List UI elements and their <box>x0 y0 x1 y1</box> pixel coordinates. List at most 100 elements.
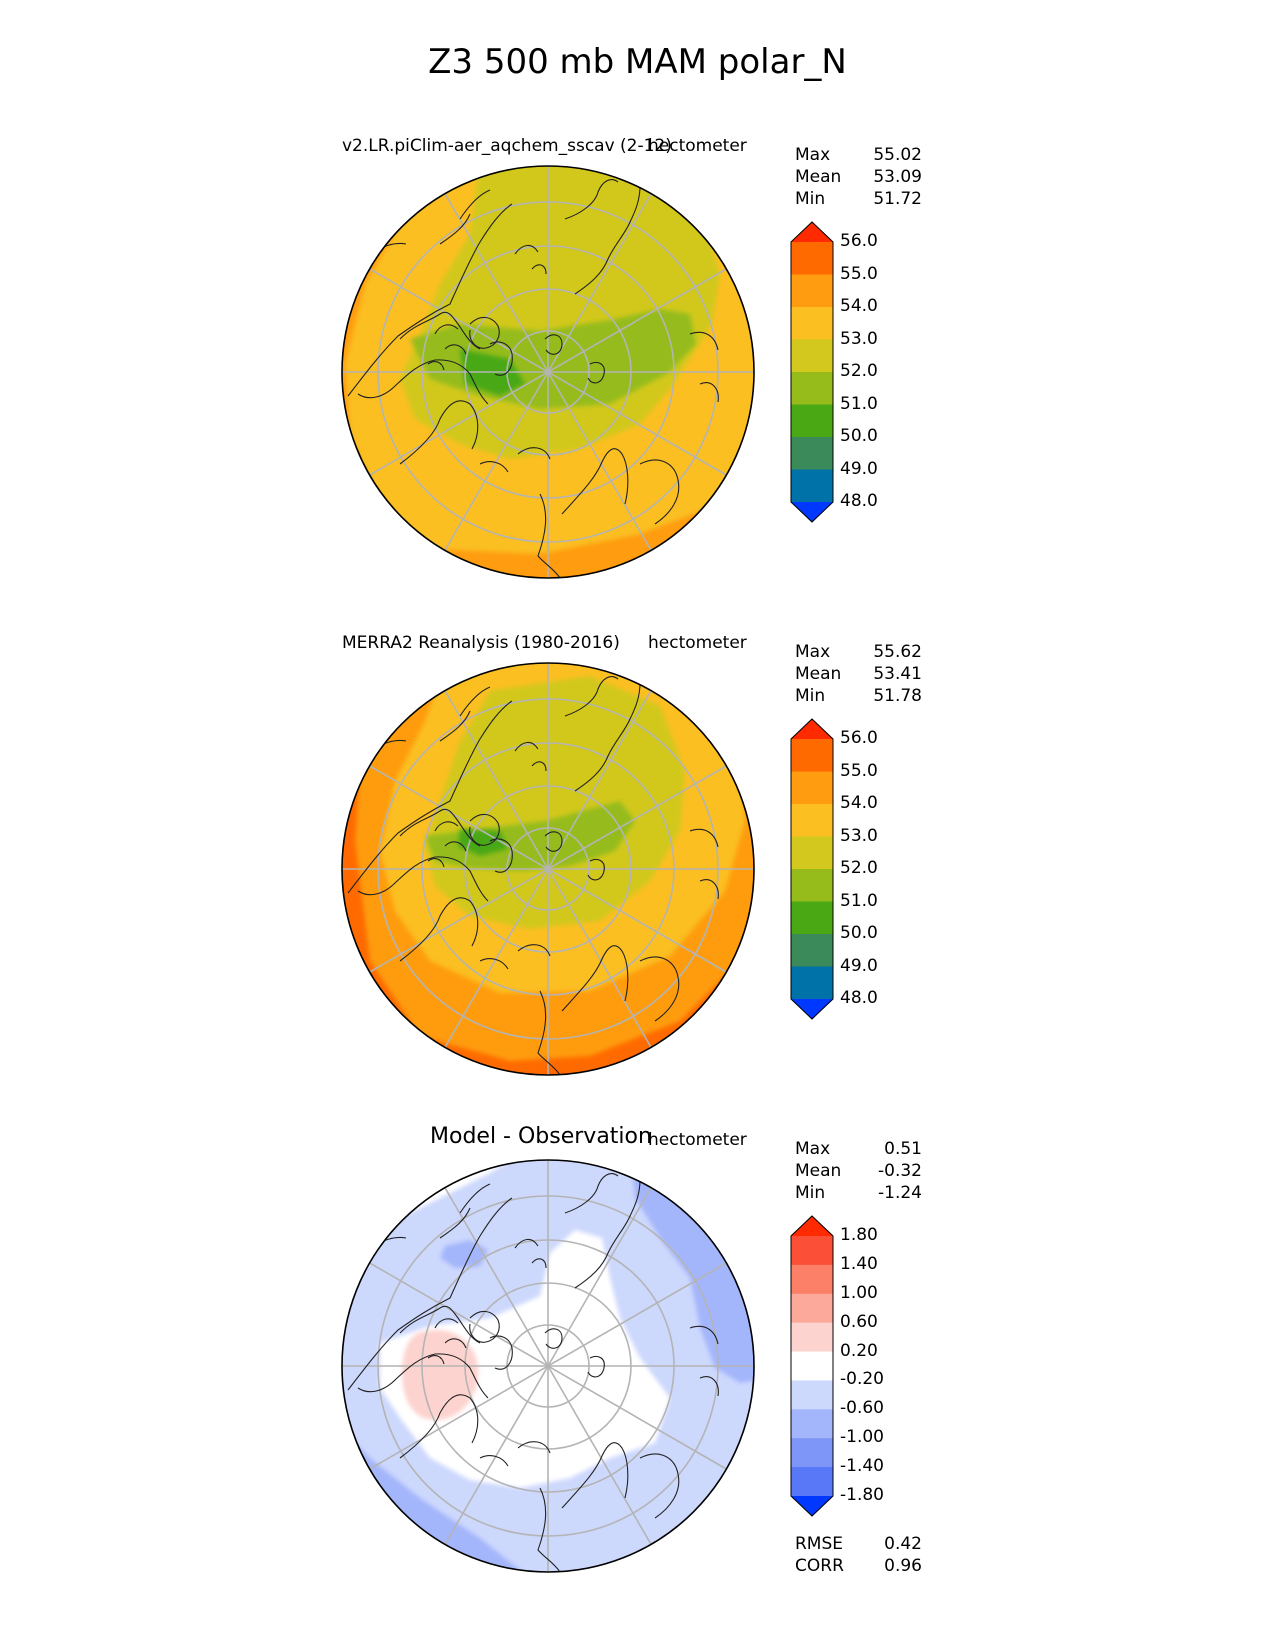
panel-1-stat-label-min: Min <box>795 189 826 209</box>
colorbar-outline <box>790 1215 834 1517</box>
panel-2-stat-label-min: Min <box>795 686 826 706</box>
graticule <box>342 166 754 578</box>
colorbar-tick-label: 54.0 <box>840 793 878 813</box>
colorbar-tick-label: 56.0 <box>840 728 878 748</box>
colorbar-tick-label: 52.0 <box>840 858 878 878</box>
coastline <box>639 459 680 525</box>
colorbar-tick-label: 1.80 <box>840 1225 878 1245</box>
colorbar-tick-label: 0.60 <box>840 1311 878 1332</box>
coastline <box>537 990 561 1075</box>
coastline <box>399 1394 479 1459</box>
coastline <box>399 808 481 847</box>
panel-3-stat-label-mean: Mean <box>795 1161 842 1181</box>
coastline <box>469 1310 500 1343</box>
panel-3-stat-label-min: Min <box>795 1183 826 1203</box>
contour-neg06-small <box>440 1240 488 1268</box>
colorbar-segment <box>791 274 833 308</box>
colorbar-tick-label: 1.40 <box>840 1253 878 1274</box>
colorbar-segment <box>791 1380 833 1410</box>
colorbar-extend-min <box>791 502 833 522</box>
colorbar-extend-max <box>791 719 833 739</box>
colorbar-tick-label: 0.20 <box>840 1340 878 1361</box>
coastline <box>587 1355 605 1378</box>
coastline <box>689 331 719 403</box>
coastline <box>439 189 491 245</box>
colorbar-segment <box>791 771 833 805</box>
panel-3-stat-value-mean: -0.32 <box>878 1161 922 1181</box>
contour-zero-center <box>380 1230 670 1488</box>
graticule <box>342 1160 754 1572</box>
panel-1-stat-label-max: Max <box>795 145 831 165</box>
coastline <box>564 676 619 717</box>
coastline <box>574 185 641 295</box>
coastline <box>479 1441 551 1467</box>
coastline <box>514 741 547 772</box>
colorbar-tick-label: 55.0 <box>840 760 878 781</box>
colorbar-extend-max <box>791 1216 833 1236</box>
coastline <box>537 493 561 578</box>
colorbar-tick-label: 53.0 <box>840 825 878 846</box>
graticule <box>342 663 754 1075</box>
coastline <box>347 203 513 397</box>
panel-1-stat-value-max: 55.02 <box>873 145 922 165</box>
panel-3-stat-label-max: Max <box>795 1139 831 1159</box>
coastline <box>574 682 641 792</box>
panel-3-colorbar <box>790 1215 834 1517</box>
coastline <box>427 1318 467 1365</box>
colorbar-tick-label: -1.40 <box>840 1456 884 1477</box>
panel-3-units: hectometer <box>648 1130 747 1150</box>
panel-1-stat-value-mean: 53.09 <box>873 167 922 187</box>
colorbar-tick-label: 50.0 <box>840 923 878 943</box>
coastline <box>587 361 605 384</box>
colorbar-tick-label: 55.0 <box>840 263 878 284</box>
coastline <box>561 448 629 515</box>
coastline <box>544 334 563 355</box>
coastline <box>639 1453 680 1519</box>
map-boundary <box>341 1159 755 1573</box>
panel-2-polar-map <box>341 662 755 1076</box>
colorbar-segment <box>791 1467 833 1497</box>
coastlines <box>347 179 719 578</box>
colorbar-tick-label: 56.0 <box>840 231 878 251</box>
colorbar-segment <box>791 804 833 837</box>
panel-2-title: MERRA2 Reanalysis (1980-2016) <box>342 633 620 653</box>
coastline <box>564 179 619 220</box>
coastline <box>427 821 467 868</box>
coastline <box>427 324 467 371</box>
coastline <box>357 359 489 405</box>
colorbar-segment <box>791 1264 833 1295</box>
map-boundary <box>341 662 755 1076</box>
colorbar-segment <box>791 469 833 503</box>
panel-3-polar-map <box>341 1159 755 1573</box>
colorbar-tick-label: 48.0 <box>840 988 878 1008</box>
coastline <box>574 1179 641 1289</box>
colorbar-tick-label: 53.0 <box>840 328 878 349</box>
colorbar-segment <box>791 437 833 470</box>
colorbar-segment <box>791 1351 833 1381</box>
map-boundary <box>341 165 755 579</box>
coastline <box>639 956 680 1022</box>
colorbar-segment <box>791 1322 833 1353</box>
coastline <box>689 828 719 900</box>
panel-3-title: Model - Observation <box>430 1124 652 1149</box>
panel-2-stat-label-mean: Mean <box>795 664 842 684</box>
colorbar-tick-label: -0.20 <box>840 1369 884 1390</box>
coastline <box>561 945 629 1012</box>
colorbar-segment <box>791 1236 833 1266</box>
contour-pos02 <box>402 1329 479 1420</box>
colorbar-tick-label: -0.60 <box>840 1398 884 1419</box>
coastline <box>489 838 513 873</box>
colorbar-segment <box>791 339 833 373</box>
colorbar-extend-max <box>791 222 833 242</box>
colorbar-tick-label: 1.00 <box>840 1282 878 1303</box>
coastline <box>399 897 479 962</box>
panel-2-stat-value-max: 55.62 <box>873 642 922 662</box>
panel-3-rmse-value: 0.42 <box>884 1534 922 1554</box>
panel-3-rmse-label: RMSE <box>795 1534 844 1554</box>
coastline <box>544 1328 563 1349</box>
panel-1-title: v2.LR.piClim-aer_aqchem_sscav (2-12) <box>342 136 672 156</box>
coastline <box>399 1305 481 1344</box>
colorbar-segment <box>791 1409 833 1439</box>
colorbar-tick-label: 50.0 <box>840 426 878 446</box>
panel-2-stat-label-max: Max <box>795 642 831 662</box>
